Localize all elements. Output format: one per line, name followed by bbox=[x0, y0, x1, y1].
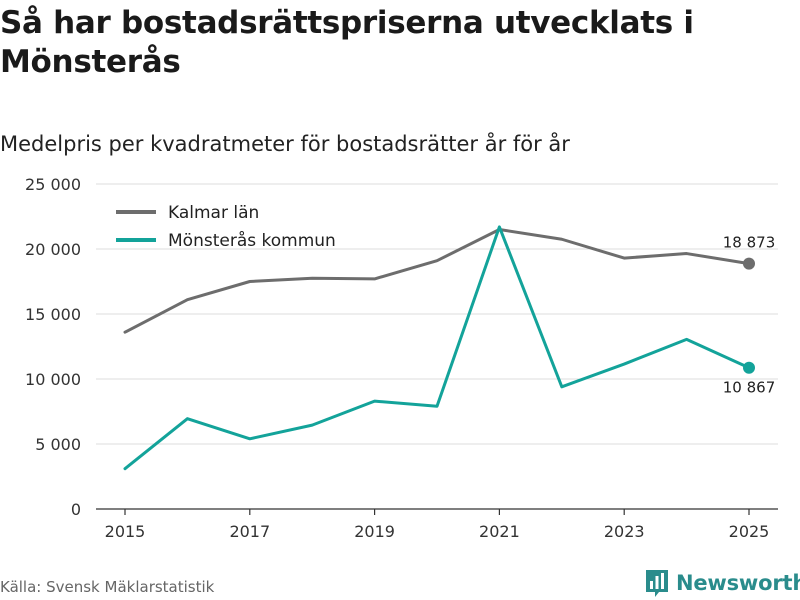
end-value-label: 18 873 bbox=[723, 234, 776, 252]
x-axis: 2015 2017 2019 2021 2023 2025 bbox=[96, 508, 778, 541]
y-tick-label: 10 000 bbox=[25, 370, 81, 389]
chart-subtitle: Medelpris per kvadratmeter för bostadsrä… bbox=[0, 132, 570, 156]
x-tick-label: 2021 bbox=[479, 522, 520, 541]
x-tick-label: 2015 bbox=[105, 522, 146, 541]
x-tick-label: 2023 bbox=[604, 522, 645, 541]
gridlines bbox=[96, 183, 778, 445]
brand-name: Newsworthy bbox=[676, 571, 800, 595]
y-tick-label: 5 000 bbox=[35, 435, 81, 454]
legend-label: Mönsterås kommun bbox=[168, 230, 336, 251]
y-tick-label: 15 000 bbox=[25, 305, 81, 324]
legend-label: Kalmar län bbox=[168, 203, 259, 223]
end-point-marker bbox=[743, 257, 755, 270]
bar-chart-logo-icon bbox=[646, 570, 668, 597]
y-tick-label: 0 bbox=[71, 500, 81, 519]
y-tick-label: 20 000 bbox=[25, 240, 81, 259]
brand-logo[interactable]: Newsworthy bbox=[644, 568, 800, 598]
y-axis-ticks: 0 5 000 10 000 15 000 20 000 25 000 bbox=[25, 175, 81, 519]
y-tick-label: 25 000 bbox=[25, 175, 81, 194]
end-value-label: 10 867 bbox=[723, 379, 776, 397]
series-line-monsteras-kommun bbox=[123, 225, 751, 471]
source-credit: Källa: Svensk Mäklarstatistik bbox=[0, 578, 215, 596]
x-tick-label: 2017 bbox=[229, 522, 270, 541]
x-tick-label: 2019 bbox=[354, 522, 395, 541]
end-point-marker bbox=[743, 361, 755, 374]
series-line-kalmar-lan bbox=[123, 228, 751, 334]
x-tick-label: 2025 bbox=[729, 522, 770, 541]
chart-title: Så har bostadsrättspriserna utvecklats i… bbox=[0, 5, 694, 80]
series-lines: 18 873 10 867 bbox=[123, 225, 776, 471]
legend: Kalmar län Mönsterås kommun bbox=[116, 203, 336, 251]
